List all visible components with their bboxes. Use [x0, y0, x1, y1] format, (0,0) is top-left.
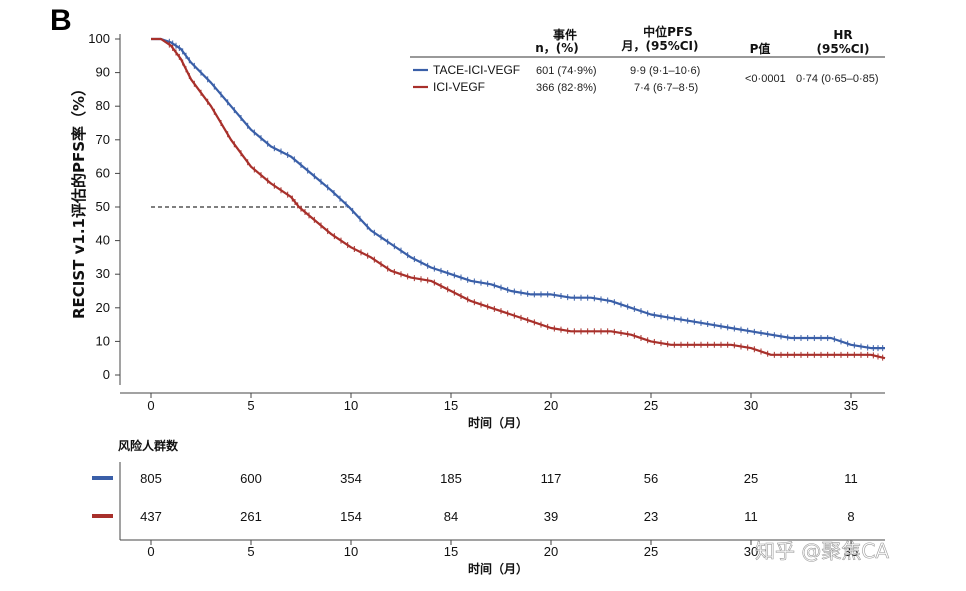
km-curve-ici-vegf [151, 37, 886, 360]
risk-count: 25 [744, 471, 758, 486]
y-tick-label: 60 [96, 165, 110, 180]
axes [119, 34, 885, 394]
x-tick-label: 20 [544, 398, 558, 413]
median-header-1: 中位PFS [643, 24, 693, 39]
risk-count: 261 [240, 509, 262, 524]
risk-count: 154 [340, 509, 362, 524]
risk-table-title: 风险人群数 [118, 438, 179, 453]
x-tick-label: 30 [744, 398, 758, 413]
risk-count: 84 [444, 509, 458, 524]
y-tick-label: 20 [96, 300, 110, 315]
risk-count: 185 [440, 471, 462, 486]
events-tace-ici-vegf: 601 (74·9%) [536, 65, 597, 77]
risk-x-tick-label: 10 [344, 544, 358, 559]
km-curve-tace-ici-vegf [151, 37, 885, 350]
risk-count: 117 [541, 471, 562, 486]
risk-x-tick-label: 20 [544, 544, 558, 559]
risk-x-ticks: 0 5 10 15 20 25 30 35 [147, 540, 858, 559]
watermark: 知乎 @聚焦CA [755, 539, 889, 563]
y-tick-label: 0 [103, 367, 110, 382]
risk-count: 39 [544, 509, 558, 524]
legend-label-tace-ici-vegf: TACE-ICI-VEGF [433, 63, 520, 77]
y-ticks: 0 10 20 30 40 50 60 70 80 90 100 [88, 31, 120, 382]
risk-count: 437 [140, 509, 162, 524]
events-ici-vegf: 366 (82·8%) [536, 82, 597, 94]
y-tick-label: 90 [96, 65, 110, 80]
median-header-2: 月，(95%CI) [621, 39, 699, 53]
y-tick-label: 100 [88, 31, 110, 46]
median-tace-ici-vegf: 9·9 (9·1–10·6) [630, 65, 700, 77]
risk-count: 805 [140, 471, 162, 486]
panel-label: B [50, 4, 72, 37]
y-tick-label: 70 [96, 132, 110, 147]
y-tick-label: 30 [96, 266, 110, 281]
risk-x-tick-label: 35 [844, 544, 858, 559]
events-header-2: n，(%) [535, 41, 579, 55]
hr-header-2: (95%CI) [817, 42, 870, 56]
x-tick-label: 25 [644, 398, 658, 413]
x-tick-label: 15 [444, 398, 458, 413]
risk-x-tick-label: 30 [744, 544, 758, 559]
x-tick-label: 35 [844, 398, 858, 413]
events-header-1: 事件 [553, 27, 577, 42]
risk-x-axis-label: 时间（月） [468, 561, 528, 576]
risk-table: 805 600 354 185 117 56 25 11 437 261 154 84 39 23 11 8 [92, 462, 858, 540]
hr-header-1: HR [833, 28, 852, 42]
risk-count: 600 [240, 471, 262, 486]
risk-count: 11 [844, 471, 858, 486]
risk-count: 354 [340, 471, 362, 486]
x-axis-label: 时间（月） [468, 415, 528, 430]
risk-count: 11 [744, 509, 758, 524]
y-tick-label: 40 [96, 233, 110, 248]
x-tick-label: 10 [344, 398, 358, 413]
risk-x-tick-label: 0 [147, 544, 154, 559]
pvalue: <0·0001 [745, 73, 786, 85]
y-axis-label: RECIST v1.1评估的PFS率（%） [70, 81, 88, 319]
risk-count: 56 [644, 471, 658, 486]
risk-count: 23 [644, 509, 658, 524]
y-tick-label: 80 [96, 98, 110, 113]
x-tick-label: 0 [147, 398, 154, 413]
legend-label-ici-vegf: ICI-VEGF [433, 80, 485, 94]
km-curves [151, 37, 886, 361]
risk-x-tick-label: 15 [444, 544, 458, 559]
risk-x-tick-label: 5 [247, 544, 254, 559]
y-tick-label: 10 [96, 333, 110, 348]
pvalue-header: P值 [750, 41, 771, 56]
median-ici-vegf: 7·4 (6·7–8·5) [634, 82, 698, 94]
y-tick-label: 50 [96, 199, 110, 214]
legend-table: 事件 n，(%) 中位PFS 月，(95%CI) P值 HR (95%CI) T… [410, 24, 885, 94]
risk-count: 8 [847, 509, 854, 524]
risk-x-tick-label: 25 [644, 544, 658, 559]
x-tick-label: 5 [247, 398, 254, 413]
x-ticks: 0 5 10 15 20 25 30 35 [147, 393, 858, 413]
hazard-ratio: 0·74 (0·65–0·85) [796, 73, 879, 85]
